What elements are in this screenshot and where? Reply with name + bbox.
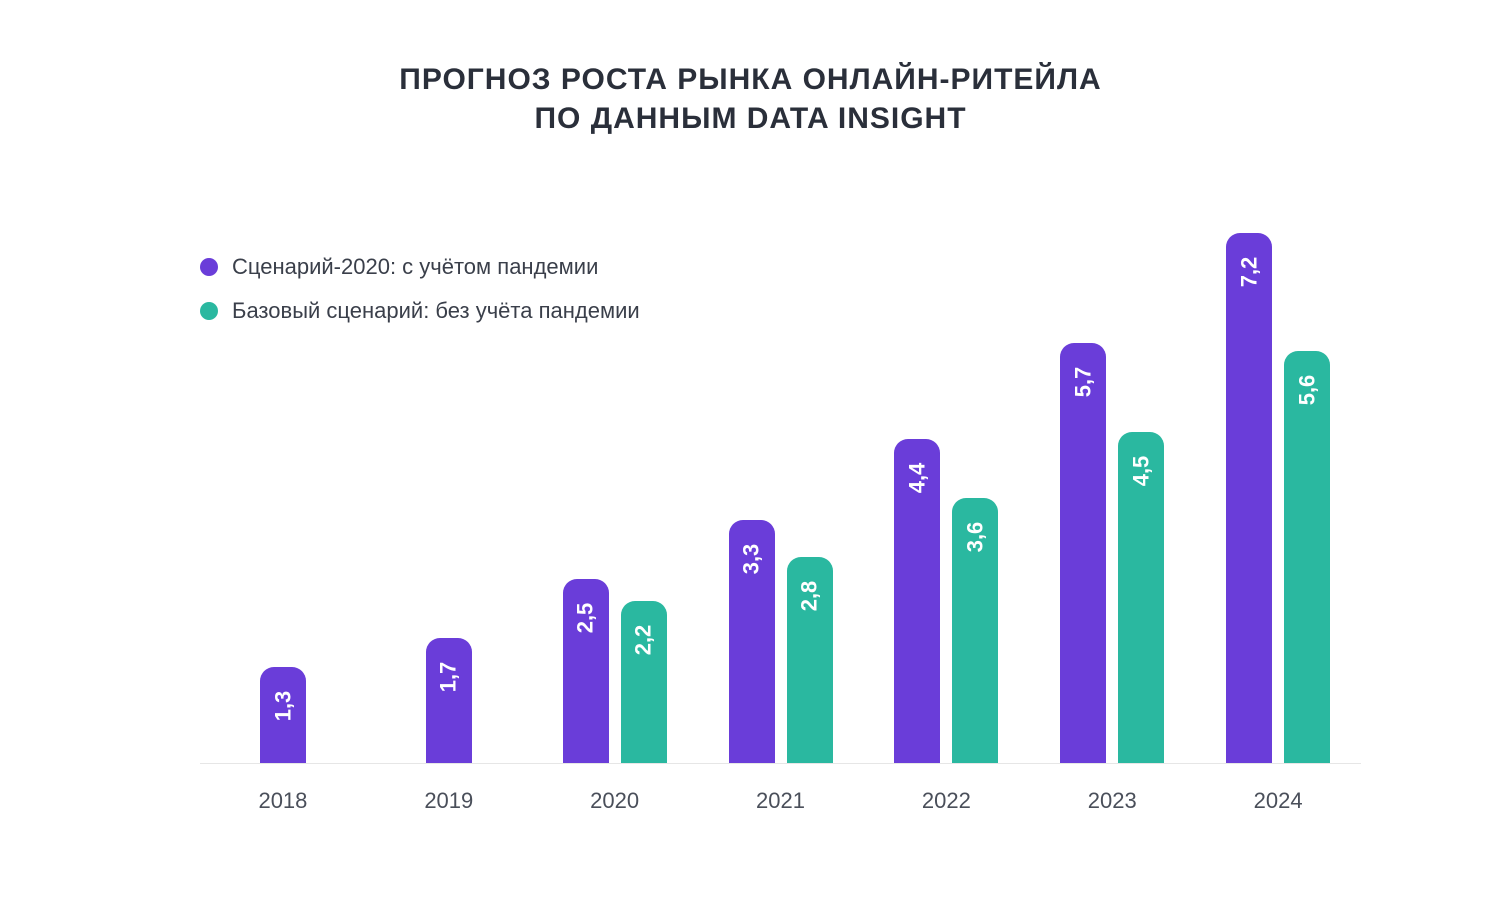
year-group: 5,7 4,5 bbox=[1029, 343, 1195, 763]
bar-value-label: 2,5 bbox=[573, 603, 599, 634]
year-group: 1,7 bbox=[366, 638, 532, 763]
bar-scenario2020: 5,7 bbox=[1060, 343, 1106, 763]
bar-value-label: 3,6 bbox=[962, 522, 988, 553]
bar-value-label: 4,5 bbox=[1128, 455, 1154, 486]
x-axis-label: 2021 bbox=[698, 788, 864, 814]
bar-value-label: 5,6 bbox=[1294, 374, 1320, 405]
bar-scenario2020: 2,5 bbox=[563, 579, 609, 763]
plot-area: 1,3 1,7 2,5 2,2 3,3 2,8 4,4 3,6 5,7 4,5 7,2 5,6 bbox=[200, 234, 1361, 764]
year-group: 4,4 3,6 bbox=[863, 439, 1029, 763]
bar-scenario2020: 1,3 bbox=[260, 667, 306, 763]
bar-baseline: 4,5 bbox=[1118, 432, 1164, 763]
chart-container: ПРОГНОЗ РОСТА РЫНКА ОНЛАЙН-РИТЕЙЛА ПО ДА… bbox=[0, 0, 1501, 904]
bar-value-label: 1,3 bbox=[270, 691, 296, 722]
bar-value-label: 5,7 bbox=[1070, 367, 1096, 398]
bar-value-label: 1,7 bbox=[436, 662, 462, 693]
x-axis-label: 2020 bbox=[532, 788, 698, 814]
bar-scenario2020: 4,4 bbox=[894, 439, 940, 763]
bar-scenario2020: 7,2 bbox=[1226, 233, 1272, 763]
year-group: 2,5 2,2 bbox=[532, 579, 698, 763]
chart-title-line1: ПРОГНОЗ РОСТА РЫНКА ОНЛАЙН-РИТЕЙЛА bbox=[100, 60, 1401, 99]
x-axis-label: 2023 bbox=[1029, 788, 1195, 814]
bar-baseline: 2,2 bbox=[621, 601, 667, 763]
bar-scenario2020: 3,3 bbox=[729, 520, 775, 763]
x-axis-label: 2024 bbox=[1195, 788, 1361, 814]
chart-title-line2: ПО ДАННЫМ DATA INSIGHT bbox=[100, 99, 1401, 138]
x-axis-label: 2019 bbox=[366, 788, 532, 814]
bar-value-label: 2,8 bbox=[797, 581, 823, 612]
x-axis: 2018201920202021202220232024 bbox=[200, 788, 1361, 814]
year-group: 1,3 bbox=[200, 667, 366, 763]
x-axis-label: 2018 bbox=[200, 788, 366, 814]
chart-title: ПРОГНОЗ РОСТА РЫНКА ОНЛАЙН-РИТЕЙЛА ПО ДА… bbox=[100, 60, 1401, 138]
bar-scenario2020: 1,7 bbox=[426, 638, 472, 763]
bar-value-label: 2,2 bbox=[631, 625, 657, 656]
x-axis-label: 2022 bbox=[863, 788, 1029, 814]
year-group: 3,3 2,8 bbox=[698, 520, 864, 763]
bar-baseline: 3,6 bbox=[952, 498, 998, 763]
year-group: 7,2 5,6 bbox=[1195, 233, 1361, 763]
bar-value-label: 7,2 bbox=[1236, 257, 1262, 288]
bar-baseline: 2,8 bbox=[787, 557, 833, 763]
bar-value-label: 4,4 bbox=[904, 463, 930, 494]
bar-value-label: 3,3 bbox=[739, 544, 765, 575]
bar-baseline: 5,6 bbox=[1284, 351, 1330, 763]
